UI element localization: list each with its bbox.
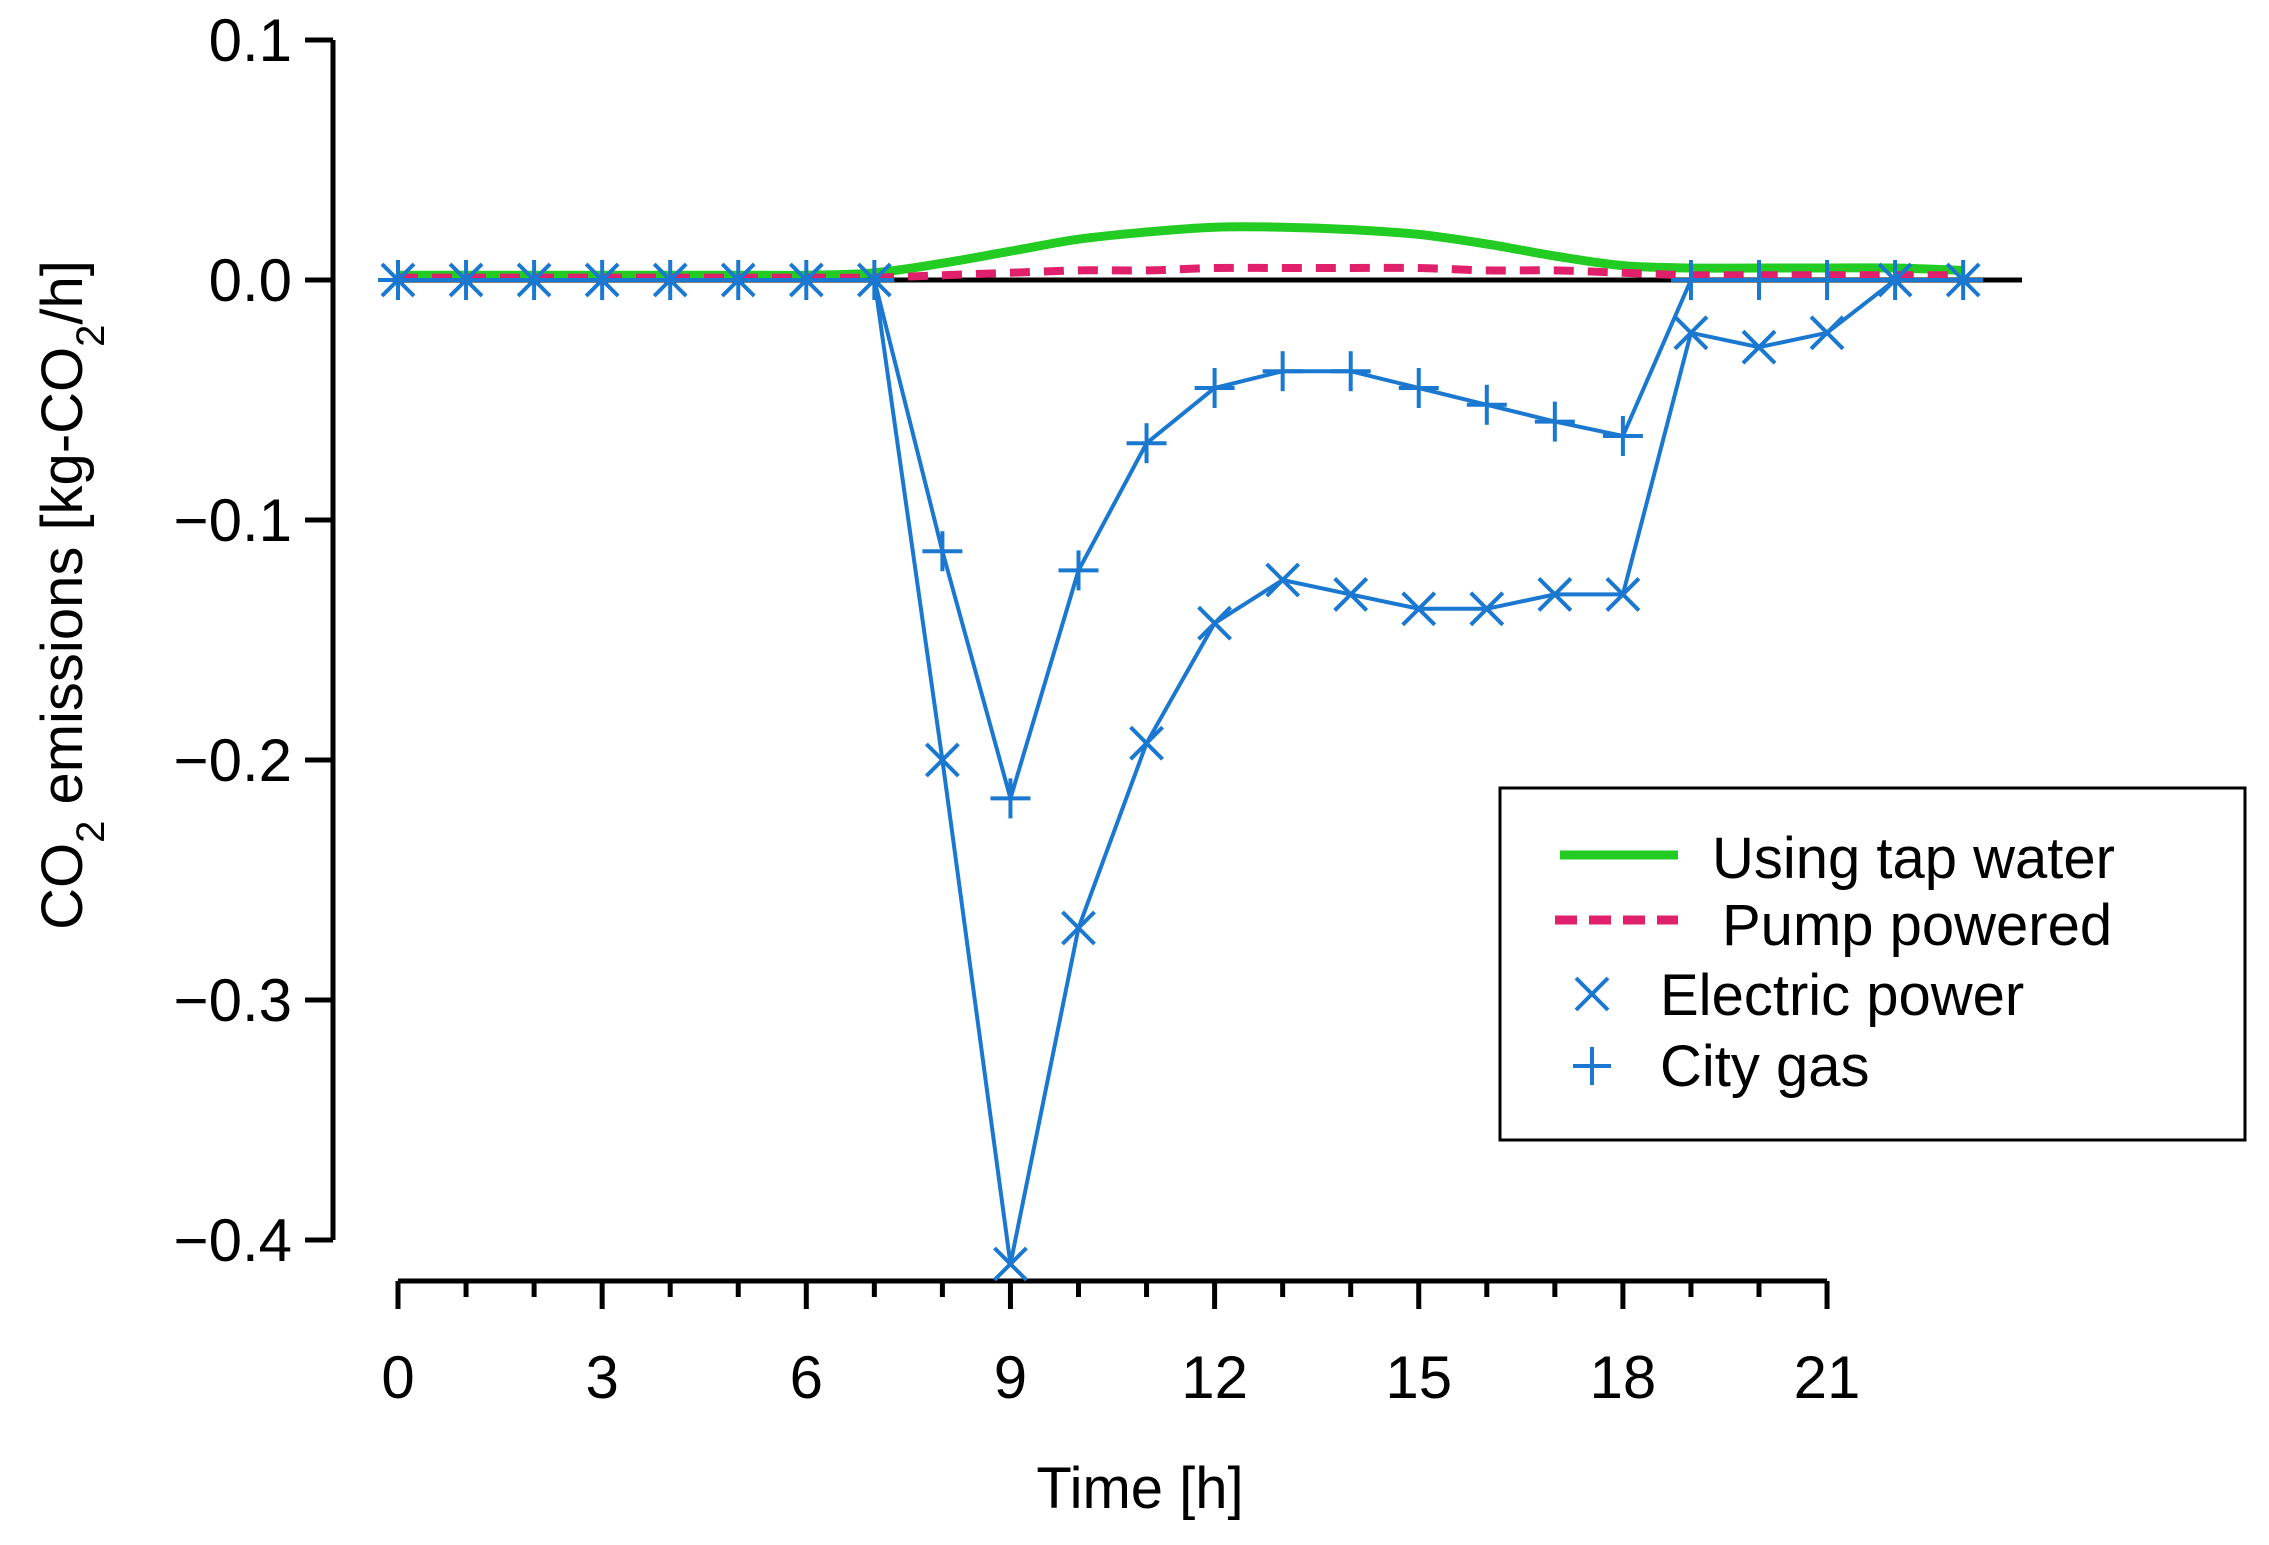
x-tick-label: 18 bbox=[1590, 1344, 1657, 1411]
data-point-x-marker bbox=[1265, 562, 1301, 598]
x-tick-label: 3 bbox=[585, 1344, 618, 1411]
data-point-x-marker bbox=[924, 742, 960, 778]
y-axis-title-sub1: 2 bbox=[69, 821, 113, 843]
data-point-plus-marker bbox=[1466, 384, 1507, 425]
data-point-plus-marker bbox=[718, 260, 759, 300]
data-point-plus-marker bbox=[922, 531, 963, 572]
legend-box bbox=[1498, 786, 2247, 1142]
y-tick-label: −0.3 bbox=[174, 967, 292, 1034]
legend-label-pump-powered: Pump powered bbox=[1722, 893, 2112, 958]
data-point-x-marker bbox=[1809, 315, 1845, 351]
data-point-x-marker bbox=[1333, 576, 1369, 612]
x-tick-label: 6 bbox=[790, 1344, 823, 1411]
data-point-plus-marker bbox=[446, 260, 487, 300]
y-axis-title-prefix: CO bbox=[30, 843, 95, 930]
data-point-plus-marker bbox=[1739, 260, 1779, 300]
data-point-plus-marker bbox=[378, 260, 418, 300]
legend-label-tap-water: Using tap water bbox=[1712, 826, 2115, 891]
data-point-plus-marker bbox=[1398, 368, 1439, 408]
x-tick-label: 15 bbox=[1385, 1344, 1452, 1411]
data-point-plus-marker bbox=[514, 260, 555, 300]
data-point-x-marker bbox=[1741, 329, 1777, 365]
data-point-x-marker bbox=[1061, 910, 1096, 946]
data-point-plus-marker bbox=[990, 778, 1031, 819]
y-tick-label: 0.1 bbox=[209, 7, 292, 74]
data-point-x-marker bbox=[993, 1246, 1028, 1282]
data-point-plus-marker bbox=[1126, 423, 1167, 464]
data-point-x-marker bbox=[1469, 591, 1505, 627]
legend-label-electric-power: Electric power bbox=[1660, 963, 2024, 1028]
y-tick-label: −0.4 bbox=[174, 1207, 292, 1274]
y-tick-label: 0.0 bbox=[209, 247, 292, 314]
data-point-plus-marker bbox=[1807, 260, 1848, 300]
data-point-plus-marker bbox=[1943, 260, 1984, 300]
data-point-x-marker bbox=[1605, 576, 1641, 612]
x-tick-label: 21 bbox=[1794, 1344, 1861, 1411]
legend: Using tap water Pump powered Electric po… bbox=[1498, 786, 2247, 1142]
data-point-plus-marker bbox=[1602, 416, 1643, 456]
data-point-plus-marker bbox=[650, 260, 691, 300]
legend-marker-x bbox=[1574, 976, 1610, 1012]
y-axis-title-sub2: 2 bbox=[69, 325, 113, 347]
data-point-plus-marker bbox=[1262, 351, 1303, 392]
series-city-gas bbox=[378, 260, 1984, 819]
data-point-plus-marker bbox=[1670, 260, 1711, 300]
series-line bbox=[398, 263, 1964, 282]
y-axis: 0.1 0.0 −0.1 −0.2 −0.3 −0.4 bbox=[174, 7, 336, 1274]
y-tick-label: −0.2 bbox=[174, 727, 292, 794]
series-pump-powered bbox=[398, 263, 1964, 282]
data-point-x-marker bbox=[1673, 315, 1709, 351]
x-tick-label: 0 bbox=[381, 1344, 414, 1411]
data-point-x-marker bbox=[1401, 591, 1437, 627]
data-point-plus-marker bbox=[582, 260, 623, 300]
x-tick-label: 9 bbox=[994, 1344, 1027, 1411]
y-axis-title: CO2 emissions [kg-CO2/h] bbox=[30, 260, 113, 930]
data-point-x-marker bbox=[1537, 576, 1573, 612]
y-tick-label: −0.1 bbox=[174, 487, 292, 554]
data-point-plus-marker bbox=[1194, 368, 1235, 408]
legend-label-city-gas: City gas bbox=[1660, 1034, 1870, 1099]
x-axis-title: Time [h] bbox=[1036, 1456, 1243, 1521]
data-point-plus-marker bbox=[1058, 550, 1099, 591]
data-point-plus-marker bbox=[786, 260, 827, 300]
plot-area bbox=[378, 222, 1984, 1282]
x-axis: 0 3 6 9 12 15 18 21 bbox=[381, 1278, 1861, 1411]
data-point-x-marker bbox=[1129, 725, 1164, 761]
data-point-plus-marker bbox=[1330, 351, 1371, 392]
data-point-plus-marker bbox=[1534, 401, 1575, 442]
y-axis-title-middle: emissions [kg-CO bbox=[30, 347, 95, 821]
series-line bbox=[398, 278, 1964, 806]
legend-marker-plus bbox=[1573, 1047, 1611, 1085]
data-point-x-marker bbox=[1197, 605, 1233, 641]
data-point-plus-marker bbox=[1875, 260, 1916, 300]
x-tick-label: 12 bbox=[1181, 1344, 1248, 1411]
y-axis-title-suffix: /h] bbox=[30, 260, 95, 325]
data-point-plus-marker bbox=[854, 260, 895, 300]
